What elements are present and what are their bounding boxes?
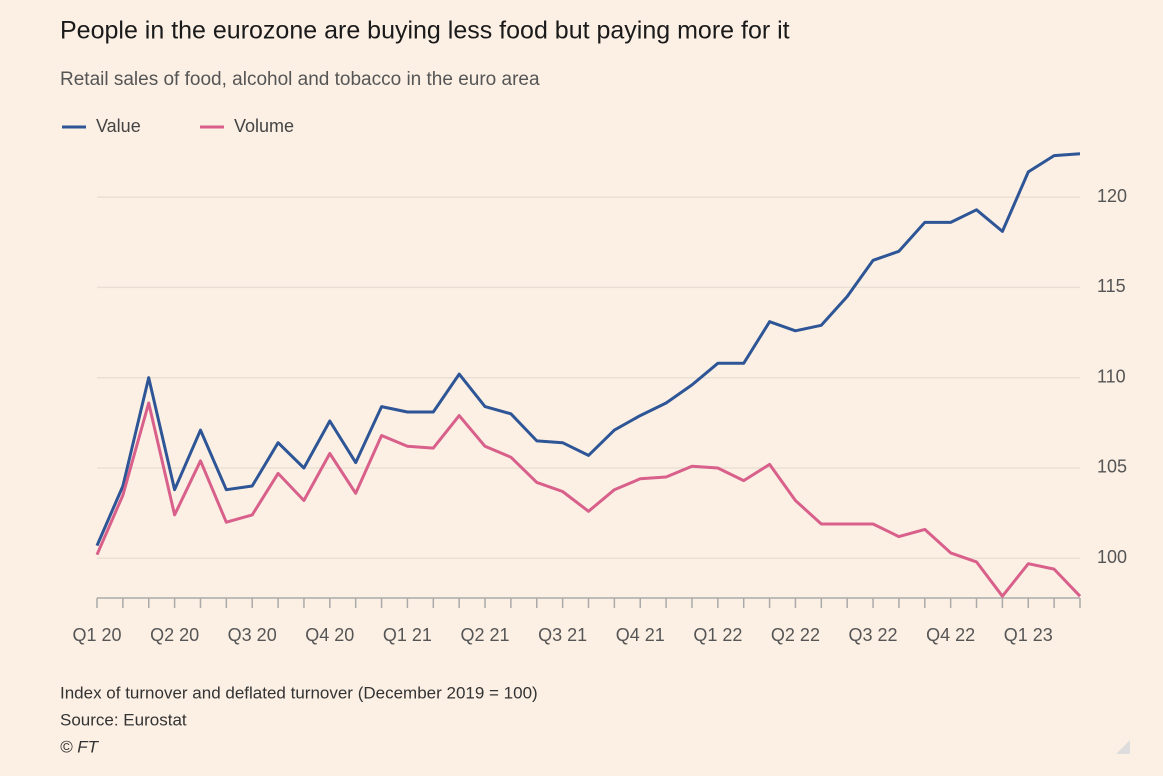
- x-tick-label: Q3 20: [228, 625, 277, 645]
- x-tick-label: Q2 21: [461, 625, 510, 645]
- x-tick-label: Q1 22: [693, 625, 742, 645]
- x-tick-label: Q4 21: [616, 625, 665, 645]
- y-tick-label: 110: [1097, 366, 1126, 386]
- resize-handle: [1116, 740, 1130, 754]
- series-line: [95, 152, 1081, 547]
- credit: © FT: [60, 737, 100, 756]
- x-tick-label: Q1 21: [383, 625, 432, 645]
- x-tick-label: Q3 22: [849, 625, 898, 645]
- x-tick-label: Q4 20: [305, 625, 354, 645]
- y-tick-label: 115: [1097, 276, 1126, 296]
- x-tick-label: Q1 23: [1004, 625, 1053, 645]
- source: Source: Eurostat: [60, 710, 187, 729]
- series-line: [95, 401, 1082, 598]
- legend-label: Volume: [234, 116, 294, 136]
- x-tick-label: Q2 20: [150, 625, 199, 645]
- y-tick-label: 120: [1097, 186, 1127, 206]
- chart-title: People in the eurozone are buying less f…: [60, 17, 790, 45]
- y-tick-label: 100: [1097, 547, 1127, 567]
- x-tick-label: Q1 20: [72, 625, 121, 645]
- x-tick-label: Q2 22: [771, 625, 820, 645]
- note: Index of turnover and deflated turnover …: [60, 683, 538, 702]
- chart-subtitle: Retail sales of food, alcohol and tobacc…: [60, 69, 540, 90]
- y-tick-label: 105: [1097, 457, 1127, 477]
- x-tick-label: Q3 21: [538, 625, 587, 645]
- x-tick-label: Q4 22: [926, 625, 975, 645]
- legend-label: Value: [96, 116, 141, 136]
